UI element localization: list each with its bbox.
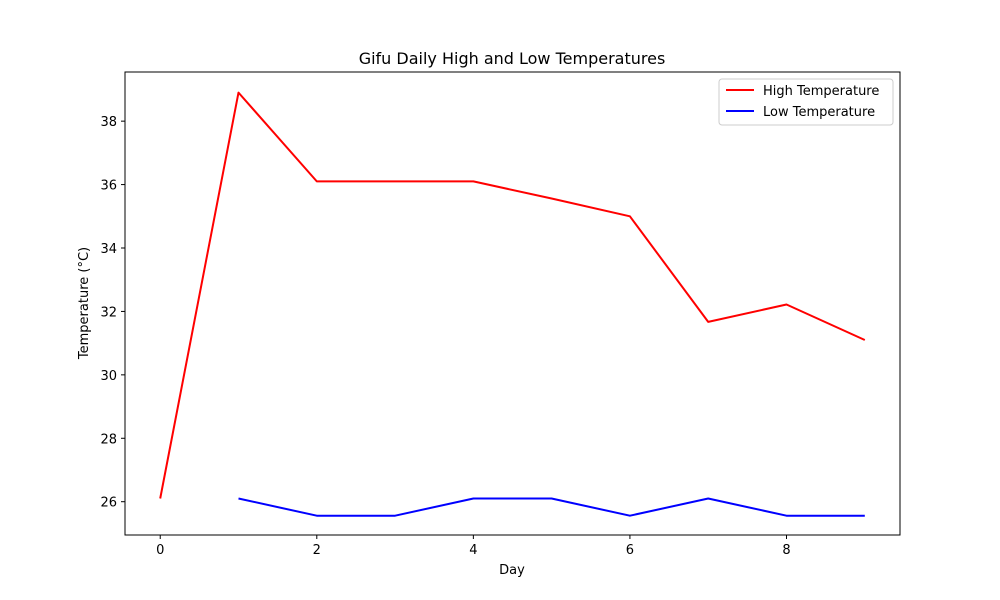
plot-lines [159,91,866,517]
x-tick-label: 4 [469,543,477,558]
x-tick-label: 0 [156,543,164,558]
y-tick-label: 34 [100,242,117,257]
y-tick-label: 30 [100,369,117,384]
x-tick-label: 6 [626,543,634,558]
x-tick-label: 8 [782,543,790,558]
x-axis-ticks: 0 2 4 6 8 [156,535,791,558]
x-tick-label: 2 [313,543,321,558]
y-axis-ticks: 26 28 30 32 34 36 38 [100,115,125,511]
legend-label-low: Low Temperature [763,105,875,120]
legend: High Temperature Low Temperature [718,78,894,126]
series-line-high-temperature [159,91,866,499]
y-tick-label: 28 [100,432,117,447]
x-axis-label: Day [499,563,525,578]
series-line-low-temperature [238,497,865,517]
legend-box [718,78,894,126]
y-tick-label: 36 [100,179,117,194]
legend-label-high: High Temperature [763,84,879,99]
plot-frame [124,71,901,536]
y-axis-label: Temperature (°C) [77,247,92,360]
y-tick-label: 32 [100,305,117,320]
chart-title: Gifu Daily High and Low Temperatures [359,49,666,68]
y-tick-label: 26 [100,496,117,511]
y-tick-label: 38 [100,115,117,130]
